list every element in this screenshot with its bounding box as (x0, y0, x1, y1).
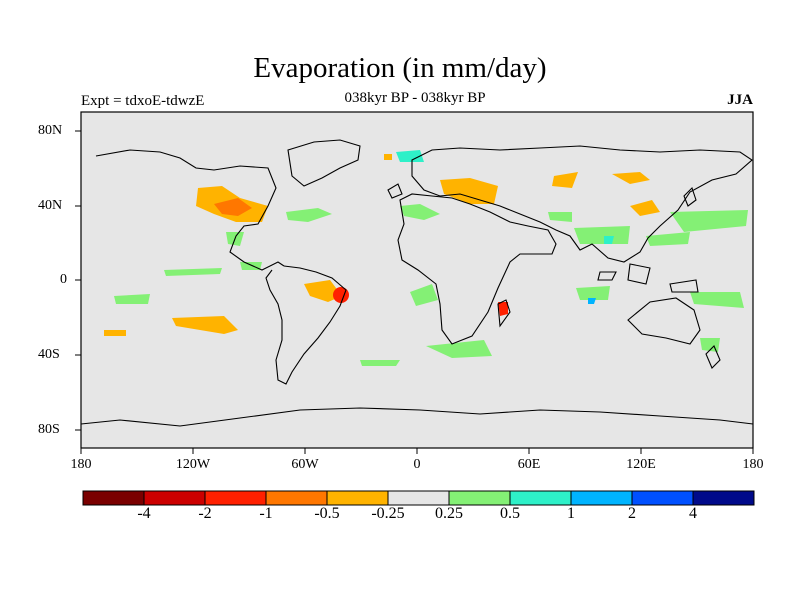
season-label: JJA (727, 92, 753, 108)
experiment-label: Expt = tdxoE-tdwzE (81, 93, 205, 109)
lat-tick-80n: 80N (38, 123, 63, 138)
colorbar-label: 1 (567, 505, 575, 522)
colorbar-box (692, 490, 755, 506)
colorbar-box (204, 490, 267, 506)
colorbar-label: -1 (259, 505, 273, 522)
lon-tick-180w: 180 (70, 457, 92, 472)
map-title: Evaporation (in mm/day) (253, 52, 547, 84)
coastlines (80, 139, 754, 427)
lon-tick-60e: 60E (517, 457, 541, 472)
lon-tick-120e: 120E (626, 457, 656, 472)
colorbar-label: -2 (198, 505, 212, 522)
colorbar-label: 2 (628, 505, 636, 522)
lat-tick-40s: 40S (38, 347, 60, 362)
period-subtitle: 038kyr BP - 038kyr BP (344, 90, 486, 106)
colorbar-label: -4 (137, 505, 151, 522)
lon-tick-0: 0 (413, 457, 421, 472)
lat-tick-0: 0 (60, 272, 67, 287)
colorbar-box (509, 490, 572, 506)
colorbar-box (265, 490, 328, 506)
colorbar-label: -0.25 (371, 505, 405, 522)
ocean-background (81, 112, 753, 448)
colorbar-box (387, 490, 450, 506)
colorbar-label: -0.5 (314, 505, 340, 522)
colorbar-box (631, 490, 694, 506)
lon-tick-120w: 120W (175, 457, 211, 472)
colorbar-label: 0.5 (500, 505, 520, 522)
lat-tick-80s: 80S (38, 422, 60, 437)
colorbar-box (570, 490, 633, 506)
colorbar-box (448, 490, 511, 506)
colorbar-label: 4 (689, 505, 697, 522)
colorbar-label: 0.25 (435, 505, 463, 522)
anomaly-patches (104, 150, 748, 366)
lat-tick-40n: 40N (38, 198, 63, 213)
colorbar-box (82, 490, 145, 506)
lon-tick-60w: 60W (291, 457, 319, 472)
lon-tick-180e: 180 (742, 457, 764, 472)
colorbar-box (326, 490, 389, 506)
colorbar-box (143, 490, 206, 506)
